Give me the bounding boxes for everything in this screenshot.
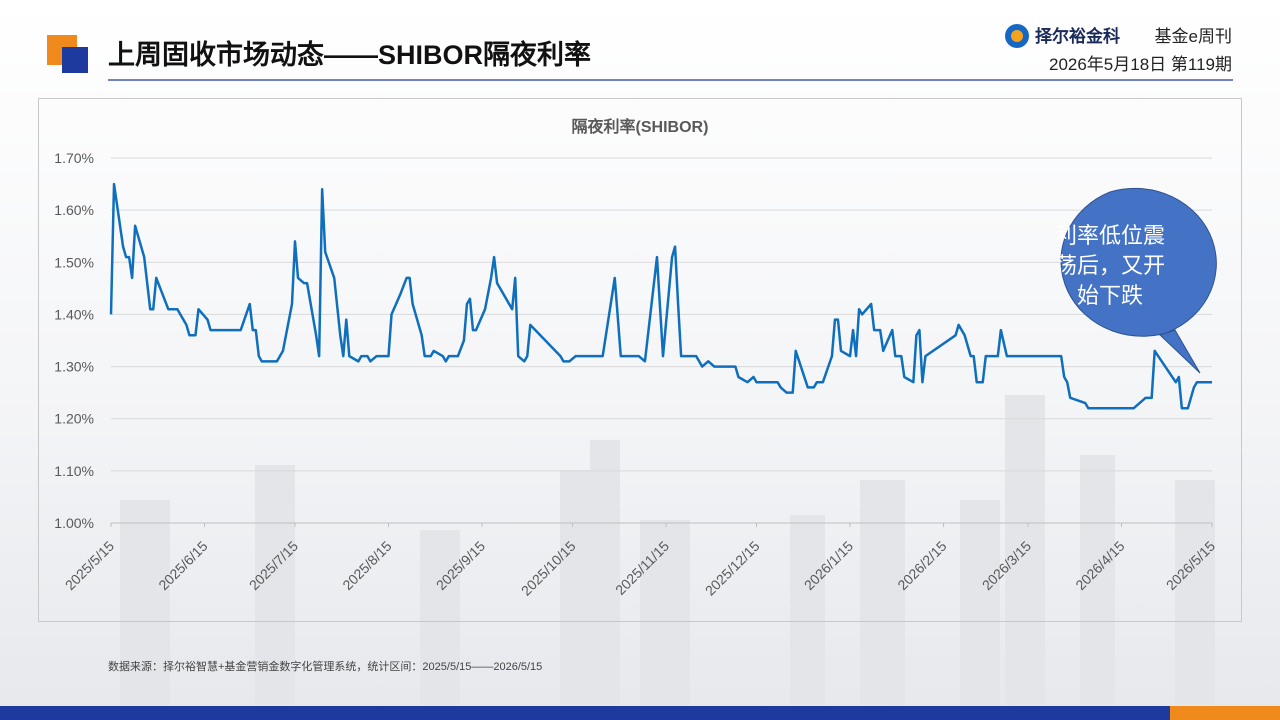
y-tick-label: 1.60% (54, 202, 94, 218)
chart-frame (38, 98, 1242, 622)
city-silhouette (120, 395, 1215, 705)
y-tick-label: 1.30% (54, 359, 94, 375)
y-tick-label: 1.70% (54, 150, 94, 166)
logo-icon (1011, 30, 1023, 42)
annotation: 利率低位震荡后，又开始下跌 (1054, 224, 1165, 309)
footer-bar (0, 706, 1170, 720)
chart-title: 隔夜利率(SHIBOR) (572, 117, 709, 136)
y-tick-label: 1.20% (54, 411, 94, 427)
y-tick-label: 1.00% (54, 515, 94, 531)
callout-bubble (1060, 187, 1217, 374)
y-tick-label: 1.10% (54, 463, 94, 479)
footer-bar (1170, 706, 1280, 720)
y-tick-label: 1.50% (54, 254, 94, 270)
brand: 择尔裕金科 (1035, 26, 1120, 46)
issue: 2026年5月18日 第119期 (1049, 55, 1232, 74)
source-note: 数据来源：择尔裕智慧+基金营销金数字化管理系统，统计区间：2025/5/15——… (108, 659, 542, 673)
slide-title: 上周固收市场动态——SHIBOR隔夜利率 (108, 39, 591, 70)
callout: 利率低位震荡后，又开始下跌 (1054, 224, 1165, 309)
publication: 基金e周刊 (1155, 27, 1232, 46)
line-series (109, 182, 1212, 410)
deco-square (62, 47, 88, 73)
y-tick-label: 1.40% (54, 306, 94, 322)
